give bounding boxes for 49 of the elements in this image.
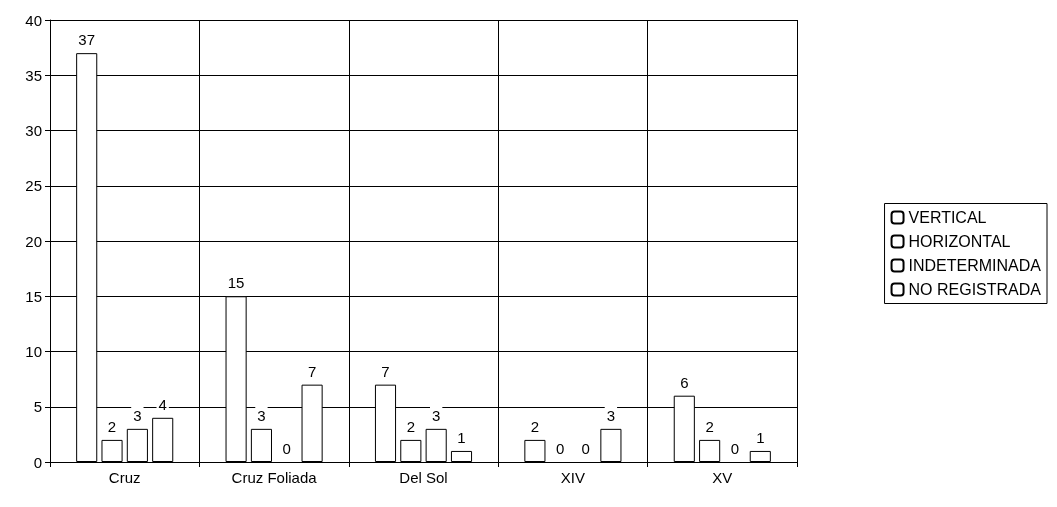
bar (152, 417, 174, 462)
bar (126, 428, 148, 462)
x-tick-label: Cruz Foliada (231, 469, 318, 486)
bar (450, 450, 473, 462)
bar (400, 439, 422, 462)
x-tick-label: Del Sol (399, 469, 448, 486)
y-tick-label: 35 (25, 66, 42, 84)
y-tick-label: 25 (25, 177, 42, 195)
y-tick-label: 30 (25, 122, 42, 139)
bar (699, 439, 721, 462)
legend-label: INDETERMINADA (908, 257, 1042, 274)
data-label: 7 (307, 362, 317, 380)
legend-label: VERTICAL (908, 209, 987, 226)
legend-label: HORIZONTAL (908, 233, 1011, 250)
legend-label: NO REGISTRADA (908, 281, 1042, 298)
x-tick-label: XIV (560, 469, 585, 486)
y-tick-label: 15 (25, 287, 42, 305)
data-label: 2 (406, 417, 416, 435)
x-tick-label: XV (712, 469, 733, 486)
data-label: 3 (257, 406, 266, 424)
bar (101, 439, 123, 462)
bar (524, 439, 546, 462)
data-label: 1 (457, 428, 466, 446)
bar (250, 428, 272, 462)
y-tick-label: 40 (25, 11, 42, 29)
data-label: 0 (556, 440, 565, 457)
y-tick-label: 20 (25, 232, 42, 250)
bar (600, 428, 622, 462)
y-tick-label: 0 (33, 453, 42, 471)
data-label: 7 (381, 362, 390, 380)
data-label: 0 (581, 440, 590, 457)
data-label: 3 (133, 406, 142, 424)
x-tick-label: Cruz (108, 469, 141, 486)
data-label: 37 (78, 31, 96, 49)
data-label: 3 (431, 406, 441, 424)
data-label: 2 (107, 417, 117, 435)
data-label: 1 (756, 428, 765, 446)
data-label: 2 (705, 417, 714, 435)
data-label: 3 (606, 406, 616, 424)
data-label: 2 (530, 417, 540, 435)
y-tick-label: 10 (25, 343, 42, 360)
data-label: 0 (282, 440, 291, 457)
data-label: 15 (227, 274, 245, 292)
bar (749, 450, 771, 462)
data-label: 4 (158, 395, 167, 413)
data-label: 0 (730, 440, 740, 457)
bar (425, 428, 447, 462)
data-label: 6 (680, 373, 689, 391)
y-tick-label: 5 (33, 398, 42, 416)
